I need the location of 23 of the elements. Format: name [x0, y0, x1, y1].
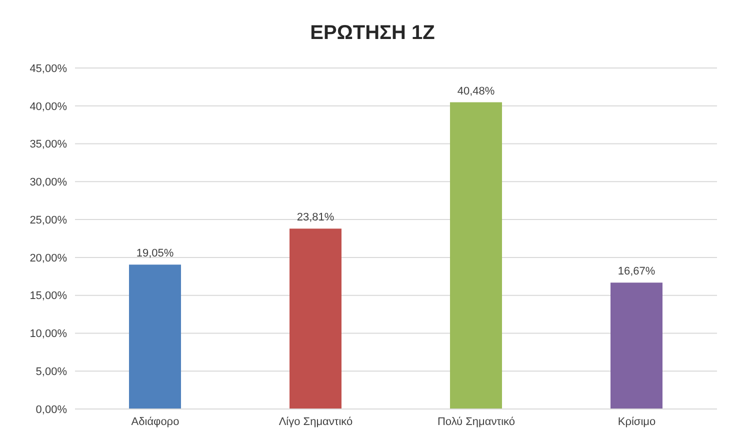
y-tick-label: 30,00% [30, 176, 68, 189]
bar [290, 228, 342, 409]
y-tick-label: 5,00% [36, 366, 68, 378]
y-tick-label: 40,00% [30, 100, 68, 113]
x-tick-label: Λίγο Σημαντικό [278, 416, 353, 428]
y-tick-label: 25,00% [30, 214, 68, 226]
chart-title: ΕΡΩΤΗΣΗ 1Ζ [309, 21, 436, 46]
x-tick-label: Αδιάφορο [131, 416, 180, 428]
y-tick-label: 20,00% [30, 252, 68, 264]
data-label: 40,48% [457, 85, 495, 98]
data-label: 19,05% [136, 248, 174, 260]
bar [610, 282, 662, 409]
y-tick-label: 35,00% [30, 138, 68, 151]
y-tick-label: 10,00% [30, 328, 68, 340]
y-tick-label: 15,00% [30, 290, 68, 302]
bar [129, 264, 181, 409]
x-tick-label: Πολύ Σημαντικό [437, 416, 516, 428]
y-tick-label: 45,00% [30, 62, 68, 75]
data-label: 16,67% [618, 266, 656, 278]
y-tick-label: 0,00% [36, 404, 68, 416]
data-label: 23,81% [296, 212, 334, 224]
bar [450, 102, 502, 409]
x-tick-label: Κρίσιμο [618, 416, 656, 428]
